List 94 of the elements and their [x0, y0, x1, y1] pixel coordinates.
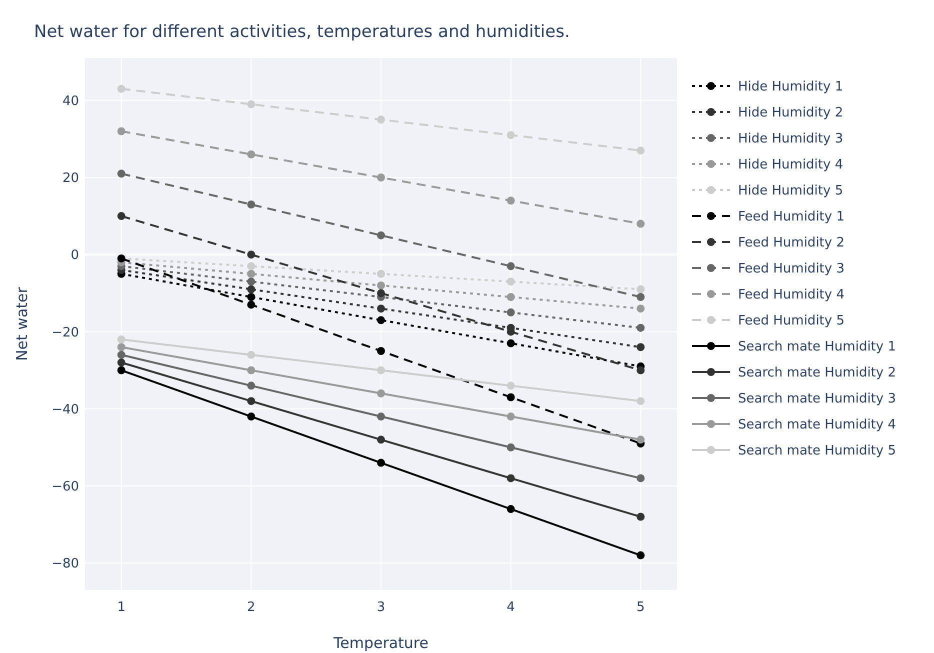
legend-label: Feed Humidity 5	[738, 314, 844, 329]
point	[377, 316, 385, 324]
point	[377, 389, 385, 398]
y-tick-label: 0	[70, 248, 79, 264]
point	[377, 346, 385, 355]
x-tick-label: 4	[506, 600, 515, 615]
point	[117, 84, 126, 93]
point	[247, 200, 256, 208]
point	[506, 505, 515, 514]
point	[247, 100, 256, 108]
point	[636, 146, 645, 155]
point	[636, 220, 645, 228]
point	[506, 339, 515, 348]
y-tick-label: 20	[62, 171, 79, 186]
point	[506, 262, 515, 270]
legend-label: Feed Humidity 1	[738, 210, 844, 225]
point	[506, 474, 515, 482]
point	[377, 231, 385, 240]
legend-label: Search mate Humidity 3	[738, 392, 896, 407]
point	[117, 366, 126, 374]
y-tick-label: −80	[52, 556, 79, 572]
point	[377, 412, 385, 421]
point	[636, 285, 645, 294]
point	[117, 212, 126, 220]
point	[247, 150, 256, 158]
y-axis-title: Net water	[13, 286, 31, 361]
legend-label: Hide Humidity 1	[738, 80, 844, 95]
point	[636, 436, 645, 444]
point	[377, 458, 385, 467]
point	[636, 551, 645, 560]
legend-label: Hide Humidity 2	[738, 106, 844, 121]
point	[247, 350, 256, 359]
point	[636, 474, 645, 482]
point	[117, 350, 126, 359]
point	[506, 293, 515, 302]
point	[506, 382, 515, 390]
y-tick-label: −60	[52, 479, 79, 494]
legend-label: Search mate Humidity 5	[738, 444, 896, 459]
point	[636, 397, 645, 406]
chart-title: Net water for different activities, temperatures and humidities.	[34, 22, 570, 42]
point	[247, 278, 256, 286]
point	[506, 443, 515, 452]
y-tick-label: −20	[52, 325, 79, 340]
point	[377, 116, 385, 124]
y-tick-label: 40	[62, 94, 79, 109]
x-tick-label: 1	[117, 600, 126, 615]
point	[506, 278, 515, 286]
legend-label: Hide Humidity 3	[738, 132, 844, 147]
legend-label: Feed Humidity 4	[738, 288, 844, 303]
x-axis-title: Temperature	[332, 634, 429, 652]
point	[377, 174, 385, 182]
legend-label: Hide Humidity 5	[738, 184, 844, 199]
point	[377, 270, 385, 278]
point	[247, 285, 256, 294]
legend-label: Search mate Humidity 1	[738, 340, 896, 355]
point	[506, 131, 515, 140]
point	[247, 412, 256, 421]
point	[117, 127, 126, 136]
point	[377, 289, 385, 298]
x-tick-label: 2	[247, 600, 256, 615]
point	[247, 262, 256, 270]
point	[247, 382, 256, 390]
x-tick-label: 5	[636, 600, 645, 615]
legend-label: Search mate Humidity 2	[738, 366, 896, 381]
point	[377, 304, 385, 313]
point	[636, 366, 645, 374]
point	[506, 196, 515, 205]
point	[117, 335, 126, 344]
point	[377, 281, 385, 290]
point	[506, 393, 515, 402]
legend-label: Feed Humidity 3	[738, 262, 844, 277]
point	[636, 343, 645, 352]
point	[377, 366, 385, 374]
point	[117, 170, 126, 178]
point	[247, 397, 256, 406]
point	[506, 308, 515, 316]
point	[377, 436, 385, 444]
point	[247, 270, 256, 278]
point	[247, 300, 256, 309]
point	[247, 366, 256, 374]
point	[636, 304, 645, 313]
legend-label: Feed Humidity 2	[738, 236, 844, 251]
point	[117, 358, 126, 367]
point	[636, 293, 645, 302]
point	[506, 412, 515, 421]
legend-label: Hide Humidity 4	[738, 158, 844, 173]
point	[636, 324, 645, 332]
point	[247, 250, 256, 259]
y-tick-label: −40	[52, 402, 79, 418]
x-tick-label: 3	[376, 600, 386, 615]
legend-label: Search mate Humidity 4	[738, 418, 896, 433]
point	[117, 343, 126, 352]
point	[636, 512, 645, 521]
point	[247, 293, 256, 302]
